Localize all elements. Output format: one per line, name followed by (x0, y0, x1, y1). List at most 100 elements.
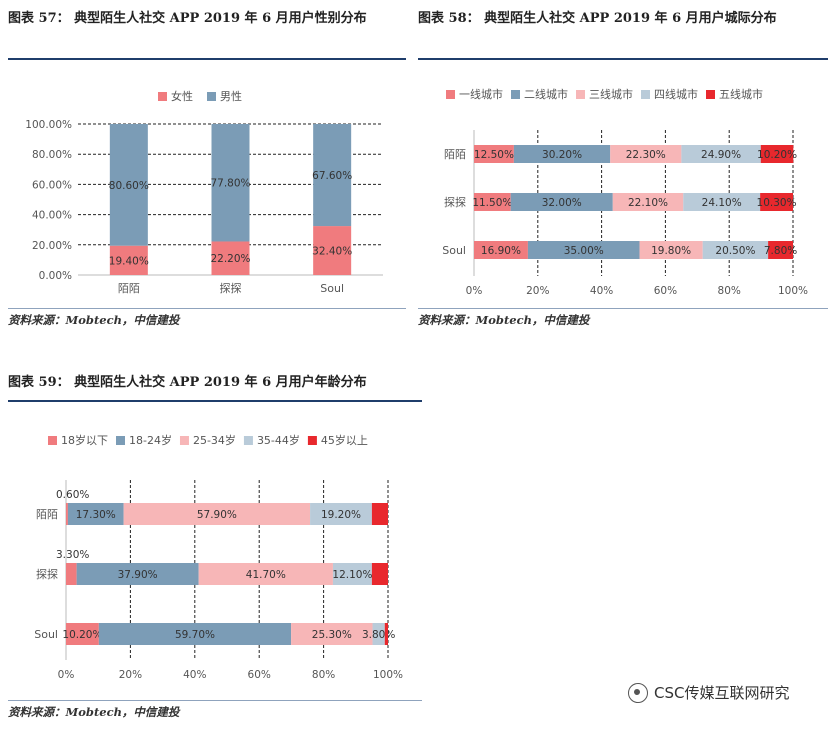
bar-segment (66, 623, 99, 645)
data-label: 35.00% (564, 245, 604, 257)
bar-segment (384, 623, 388, 645)
data-label: 0.60% (56, 489, 89, 501)
bar-segment (109, 124, 148, 246)
category-label: Soul (442, 244, 466, 257)
bar-segment (109, 245, 148, 275)
legend-label: 五线城市 (719, 87, 763, 101)
bar-segment (474, 241, 528, 259)
legend-label: 三线城市 (589, 87, 633, 101)
bar-segment (123, 503, 311, 525)
category-label: 探探 (220, 282, 242, 295)
category-label: 探探 (444, 196, 466, 209)
bar-segment (211, 241, 250, 275)
bar-segment (474, 193, 511, 211)
figure-57: 图表 57： 典型陌生人社交 APP 2019 年 6 月用户性别分布 女性 男性… (8, 8, 406, 338)
x-tick-label: 0% (466, 285, 483, 297)
city-tier-chart: 一线城市 二线城市 三线城市 四线城市 五线城市 0% 20% 40% 60% 80% 100% 12… (442, 87, 808, 297)
legend-swatch (158, 92, 167, 101)
legend-swatch (116, 436, 125, 445)
bar-segment (639, 241, 703, 259)
bar-segment (760, 193, 793, 211)
legend-label: 女性 (171, 89, 193, 103)
bar-segment (198, 563, 333, 585)
bar-segment (310, 503, 372, 525)
legend-label: 45岁以上 (321, 433, 368, 447)
data-label: 17.30% (76, 509, 116, 521)
bar-segment (612, 193, 684, 211)
category-label: Soul (34, 628, 58, 641)
data-label: 24.10% (702, 197, 742, 209)
data-label: 10.20% (62, 629, 102, 641)
data-label: 3.80% (362, 629, 395, 641)
figure-title: 图表 58： 典型陌生人社交 APP 2019 年 6 月用户城际分布 (418, 11, 777, 26)
x-tick-label: 20% (119, 669, 142, 681)
bar-segment (527, 241, 640, 259)
legend-label: 25-34岁 (193, 433, 236, 447)
bar-segment (313, 226, 352, 275)
legend-swatch (179, 436, 189, 445)
bar-segment (76, 563, 199, 585)
data-label: 16.90% (481, 245, 521, 257)
bar-segment (371, 563, 388, 585)
data-label: 3.30% (56, 549, 89, 561)
x-tick-label: 40% (183, 669, 206, 681)
bar-segment (474, 145, 514, 163)
title-rule (418, 58, 828, 60)
legend-label: 二线城市 (524, 87, 568, 101)
x-tick-label: 60% (248, 669, 271, 681)
legend-swatch (48, 436, 57, 445)
y-tick-label: 40.00% (32, 210, 72, 222)
x-tick-label: 100% (373, 669, 403, 681)
legend-swatch (307, 436, 317, 445)
y-tick-label: 60.00% (32, 179, 72, 191)
title-rule (8, 400, 422, 402)
data-label: 12.50% (474, 149, 514, 161)
x-tick-label: 0% (58, 669, 75, 681)
data-label: 37.90% (118, 569, 158, 581)
legend-swatch (641, 90, 650, 99)
legend-label: 18岁以下 (61, 433, 108, 447)
data-label: 57.90% (197, 509, 237, 521)
figure-59: 图表 59： 典型陌生人社交 APP 2019 年 6 月用户年龄分布 18岁以… (8, 372, 422, 724)
x-tick-label: 80% (718, 285, 741, 297)
bar-segment (67, 503, 124, 525)
x-tick-label: 20% (526, 285, 549, 297)
bar-segment (681, 145, 761, 163)
bar-segment (66, 563, 77, 585)
wechat-icon (628, 682, 648, 703)
bar-segment (371, 503, 388, 525)
figure-title: 图表 57： 典型陌生人社交 APP 2019 年 6 月用户性别分布 (8, 11, 367, 26)
data-label: 11.50% (472, 197, 512, 209)
y-tick-label: 0.00% (39, 270, 72, 282)
data-label: 20.50% (715, 245, 755, 257)
data-label: 12.10% (332, 569, 372, 581)
data-label: 10.30% (757, 197, 797, 209)
bottom-rule (8, 308, 406, 309)
data-label: 32.40% (312, 246, 352, 258)
y-tick-label: 20.00% (32, 240, 72, 252)
data-label: 19.80% (651, 245, 691, 257)
bar-segment (610, 145, 682, 163)
legend-swatch (576, 90, 585, 99)
legend-swatch (706, 90, 715, 99)
figure-58: 图表 58： 典型陌生人社交 APP 2019 年 6 月用户城际分布 一线城市… (418, 8, 828, 338)
bar-segment (513, 145, 611, 163)
data-label: 10.20% (757, 149, 797, 161)
bar-segment (760, 145, 794, 163)
legend-label: 18-24岁 (129, 433, 172, 447)
y-tick-label: 80.00% (32, 149, 72, 161)
legend-label: 四线城市 (654, 87, 698, 101)
category-label: 陌陌 (444, 148, 466, 161)
title-rule (8, 58, 406, 60)
category-label: 陌陌 (118, 282, 140, 295)
x-tick-label: 60% (654, 285, 677, 297)
bar-segment (313, 124, 352, 227)
watermark-text: CSC传媒互联网研究 (654, 684, 790, 702)
source-note: 资料来源：Mobtech，中信建投 (8, 705, 180, 719)
data-label: 30.20% (542, 149, 582, 161)
bar-segment (98, 623, 292, 645)
watermark: CSC传媒互联网研究 (628, 682, 789, 703)
data-label: 7.80% (764, 245, 797, 257)
x-tick-label: 100% (778, 285, 808, 297)
legend-label: 35-44岁 (257, 433, 300, 447)
